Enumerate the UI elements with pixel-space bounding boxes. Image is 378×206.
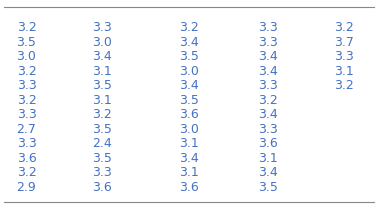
- Text: 3.2: 3.2: [17, 166, 36, 178]
- Text: 3.4: 3.4: [92, 50, 112, 63]
- Text: 3.2: 3.2: [17, 21, 36, 34]
- Text: 3.3: 3.3: [334, 50, 354, 63]
- Text: 3.4: 3.4: [179, 79, 199, 92]
- Text: 2.9: 2.9: [17, 180, 36, 193]
- Text: 3.2: 3.2: [334, 21, 354, 34]
- Text: 3.6: 3.6: [179, 108, 199, 121]
- Text: 3.1: 3.1: [92, 65, 112, 77]
- Text: 3.3: 3.3: [92, 166, 112, 178]
- Text: 3.0: 3.0: [92, 36, 112, 49]
- Text: 3.6: 3.6: [92, 180, 112, 193]
- Text: 3.1: 3.1: [334, 65, 354, 77]
- Text: 3.6: 3.6: [179, 180, 199, 193]
- Text: 3.3: 3.3: [17, 79, 36, 92]
- Text: 3.5: 3.5: [92, 122, 112, 135]
- Text: 3.0: 3.0: [179, 122, 199, 135]
- Text: 3.4: 3.4: [259, 108, 278, 121]
- Text: 3.3: 3.3: [259, 21, 278, 34]
- Text: 3.4: 3.4: [179, 151, 199, 164]
- Text: 3.1: 3.1: [92, 94, 112, 106]
- Text: 3.2: 3.2: [17, 94, 36, 106]
- Text: 3.1: 3.1: [179, 137, 199, 150]
- Text: 3.0: 3.0: [179, 65, 199, 77]
- Text: 3.5: 3.5: [92, 79, 112, 92]
- Text: 3.4: 3.4: [179, 36, 199, 49]
- Text: 3.3: 3.3: [92, 21, 112, 34]
- Text: 3.5: 3.5: [259, 180, 278, 193]
- Text: 3.5: 3.5: [92, 151, 112, 164]
- Text: 3.3: 3.3: [17, 108, 36, 121]
- Text: 3.3: 3.3: [259, 79, 278, 92]
- Text: 3.2: 3.2: [92, 108, 112, 121]
- Text: 3.2: 3.2: [179, 21, 199, 34]
- Text: 2.4: 2.4: [92, 137, 112, 150]
- Text: 3.7: 3.7: [334, 36, 354, 49]
- Text: 3.1: 3.1: [259, 151, 278, 164]
- Text: 3.4: 3.4: [259, 65, 278, 77]
- Text: 3.6: 3.6: [259, 137, 278, 150]
- Text: 3.4: 3.4: [259, 166, 278, 178]
- Text: 3.3: 3.3: [259, 36, 278, 49]
- Text: 3.2: 3.2: [334, 79, 354, 92]
- Text: 3.3: 3.3: [17, 137, 36, 150]
- Text: 3.3: 3.3: [259, 122, 278, 135]
- Text: 2.7: 2.7: [17, 122, 36, 135]
- Text: 3.4: 3.4: [259, 50, 278, 63]
- Text: 3.5: 3.5: [179, 94, 199, 106]
- Text: 3.0: 3.0: [17, 50, 36, 63]
- Text: 3.6: 3.6: [17, 151, 36, 164]
- Text: 3.2: 3.2: [259, 94, 278, 106]
- Text: 3.2: 3.2: [17, 65, 36, 77]
- Text: 3.1: 3.1: [179, 166, 199, 178]
- Text: 3.5: 3.5: [17, 36, 36, 49]
- Text: 3.5: 3.5: [179, 50, 199, 63]
